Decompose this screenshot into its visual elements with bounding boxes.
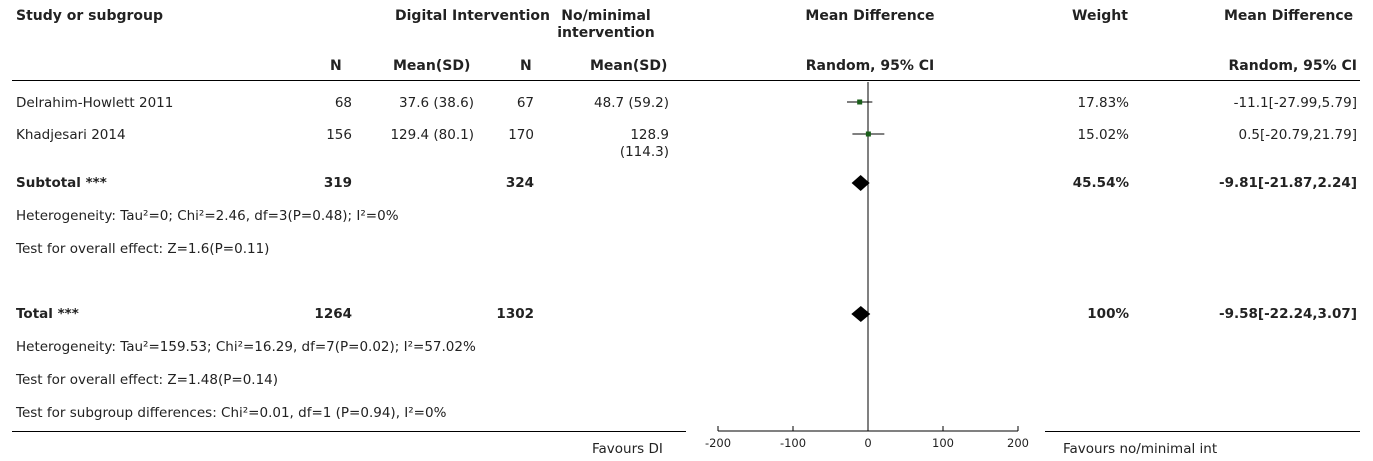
subtotal-overall-effect: Test for overall effect: Z=1.6(P=0.11): [16, 241, 270, 257]
study-ci: 0.5[-20.79,21.79]: [1238, 127, 1357, 143]
subtotal-n1: 319: [323, 175, 352, 191]
study-n2: 170: [508, 127, 534, 143]
footer-rule-left: [12, 431, 686, 432]
study-name: Delrahim-Howlett 2011: [16, 95, 174, 111]
subtotal-label: Subtotal ***: [16, 175, 107, 191]
study-mean1: 37.6 (38.6): [399, 95, 474, 111]
header-n1: N: [330, 58, 342, 74]
x-tick-label: 200: [1007, 436, 1029, 450]
subtotal-weight: 45.54%: [1072, 175, 1129, 191]
study-weight: 15.02%: [1077, 127, 1129, 143]
study-n2: 67: [516, 95, 534, 111]
header-random-ci-2: Random, 95% CI: [1228, 58, 1357, 74]
subtotal-heterogeneity: Heterogeneity: Tau²=0; Chi²=2.46, df=3(P…: [16, 208, 399, 224]
favours-right-label: Favours no/minimal int: [1063, 441, 1218, 457]
header-random-ci: Random, 95% CI: [805, 58, 935, 74]
total-ci: -9.58[-22.24,3.07]: [1219, 306, 1357, 322]
total-overall-effect: Test for overall effect: Z=1.48(P=0.14): [16, 372, 279, 388]
subtotal-n2: 324: [505, 175, 534, 191]
study-ci: -11.1[-27.99,5.79]: [1233, 95, 1357, 111]
header-digital-intervention: Digital Intervention: [395, 8, 550, 24]
footer-rule-right: [1045, 431, 1360, 432]
study-weight: 17.83%: [1077, 95, 1129, 111]
study-point: [857, 99, 863, 105]
header-mean1: Mean(SD): [393, 58, 471, 74]
study-mean1: 129.4 (80.1): [390, 127, 474, 143]
total-weight: 100%: [1087, 306, 1129, 322]
header-rule: [12, 80, 1360, 81]
study-mean2: 128.9 (114.3): [619, 127, 669, 160]
study-name: Khadjesari 2014: [16, 127, 126, 143]
header-n2: N: [520, 58, 532, 74]
total-n1: 1264: [314, 306, 352, 322]
subtotal-ci: -9.81[-21.87,2.24]: [1219, 175, 1357, 191]
study-mean2: 48.7 (59.2): [594, 95, 669, 111]
summary-diamond: [851, 306, 871, 322]
total-heterogeneity: Heterogeneity: Tau²=159.53; Chi²=16.29, …: [16, 339, 476, 355]
header-mean-difference: Mean Difference: [805, 8, 935, 24]
total-label: Total ***: [16, 306, 79, 322]
header-mean-difference-ci: Mean Difference: [1224, 8, 1354, 24]
header-no-minimal-intervention: No/minimal intervention: [557, 8, 655, 41]
header-mean2: Mean(SD): [590, 58, 668, 74]
favours-left-label: Favours DI: [592, 441, 663, 457]
subgroup-differences: Test for subgroup differences: Chi²=0.01…: [16, 405, 447, 421]
x-tick-label: -200: [705, 436, 731, 450]
x-tick-label: 0: [864, 436, 871, 450]
summary-diamond: [851, 175, 870, 191]
header-weight: Weight: [1072, 8, 1128, 24]
x-tick-label: 100: [932, 436, 954, 450]
study-n1: 156: [326, 127, 352, 143]
study-point: [865, 131, 871, 137]
x-tick-label: -100: [780, 436, 806, 450]
study-n1: 68: [334, 95, 352, 111]
total-n2: 1302: [496, 306, 534, 322]
header-study: Study or subgroup: [16, 8, 164, 24]
